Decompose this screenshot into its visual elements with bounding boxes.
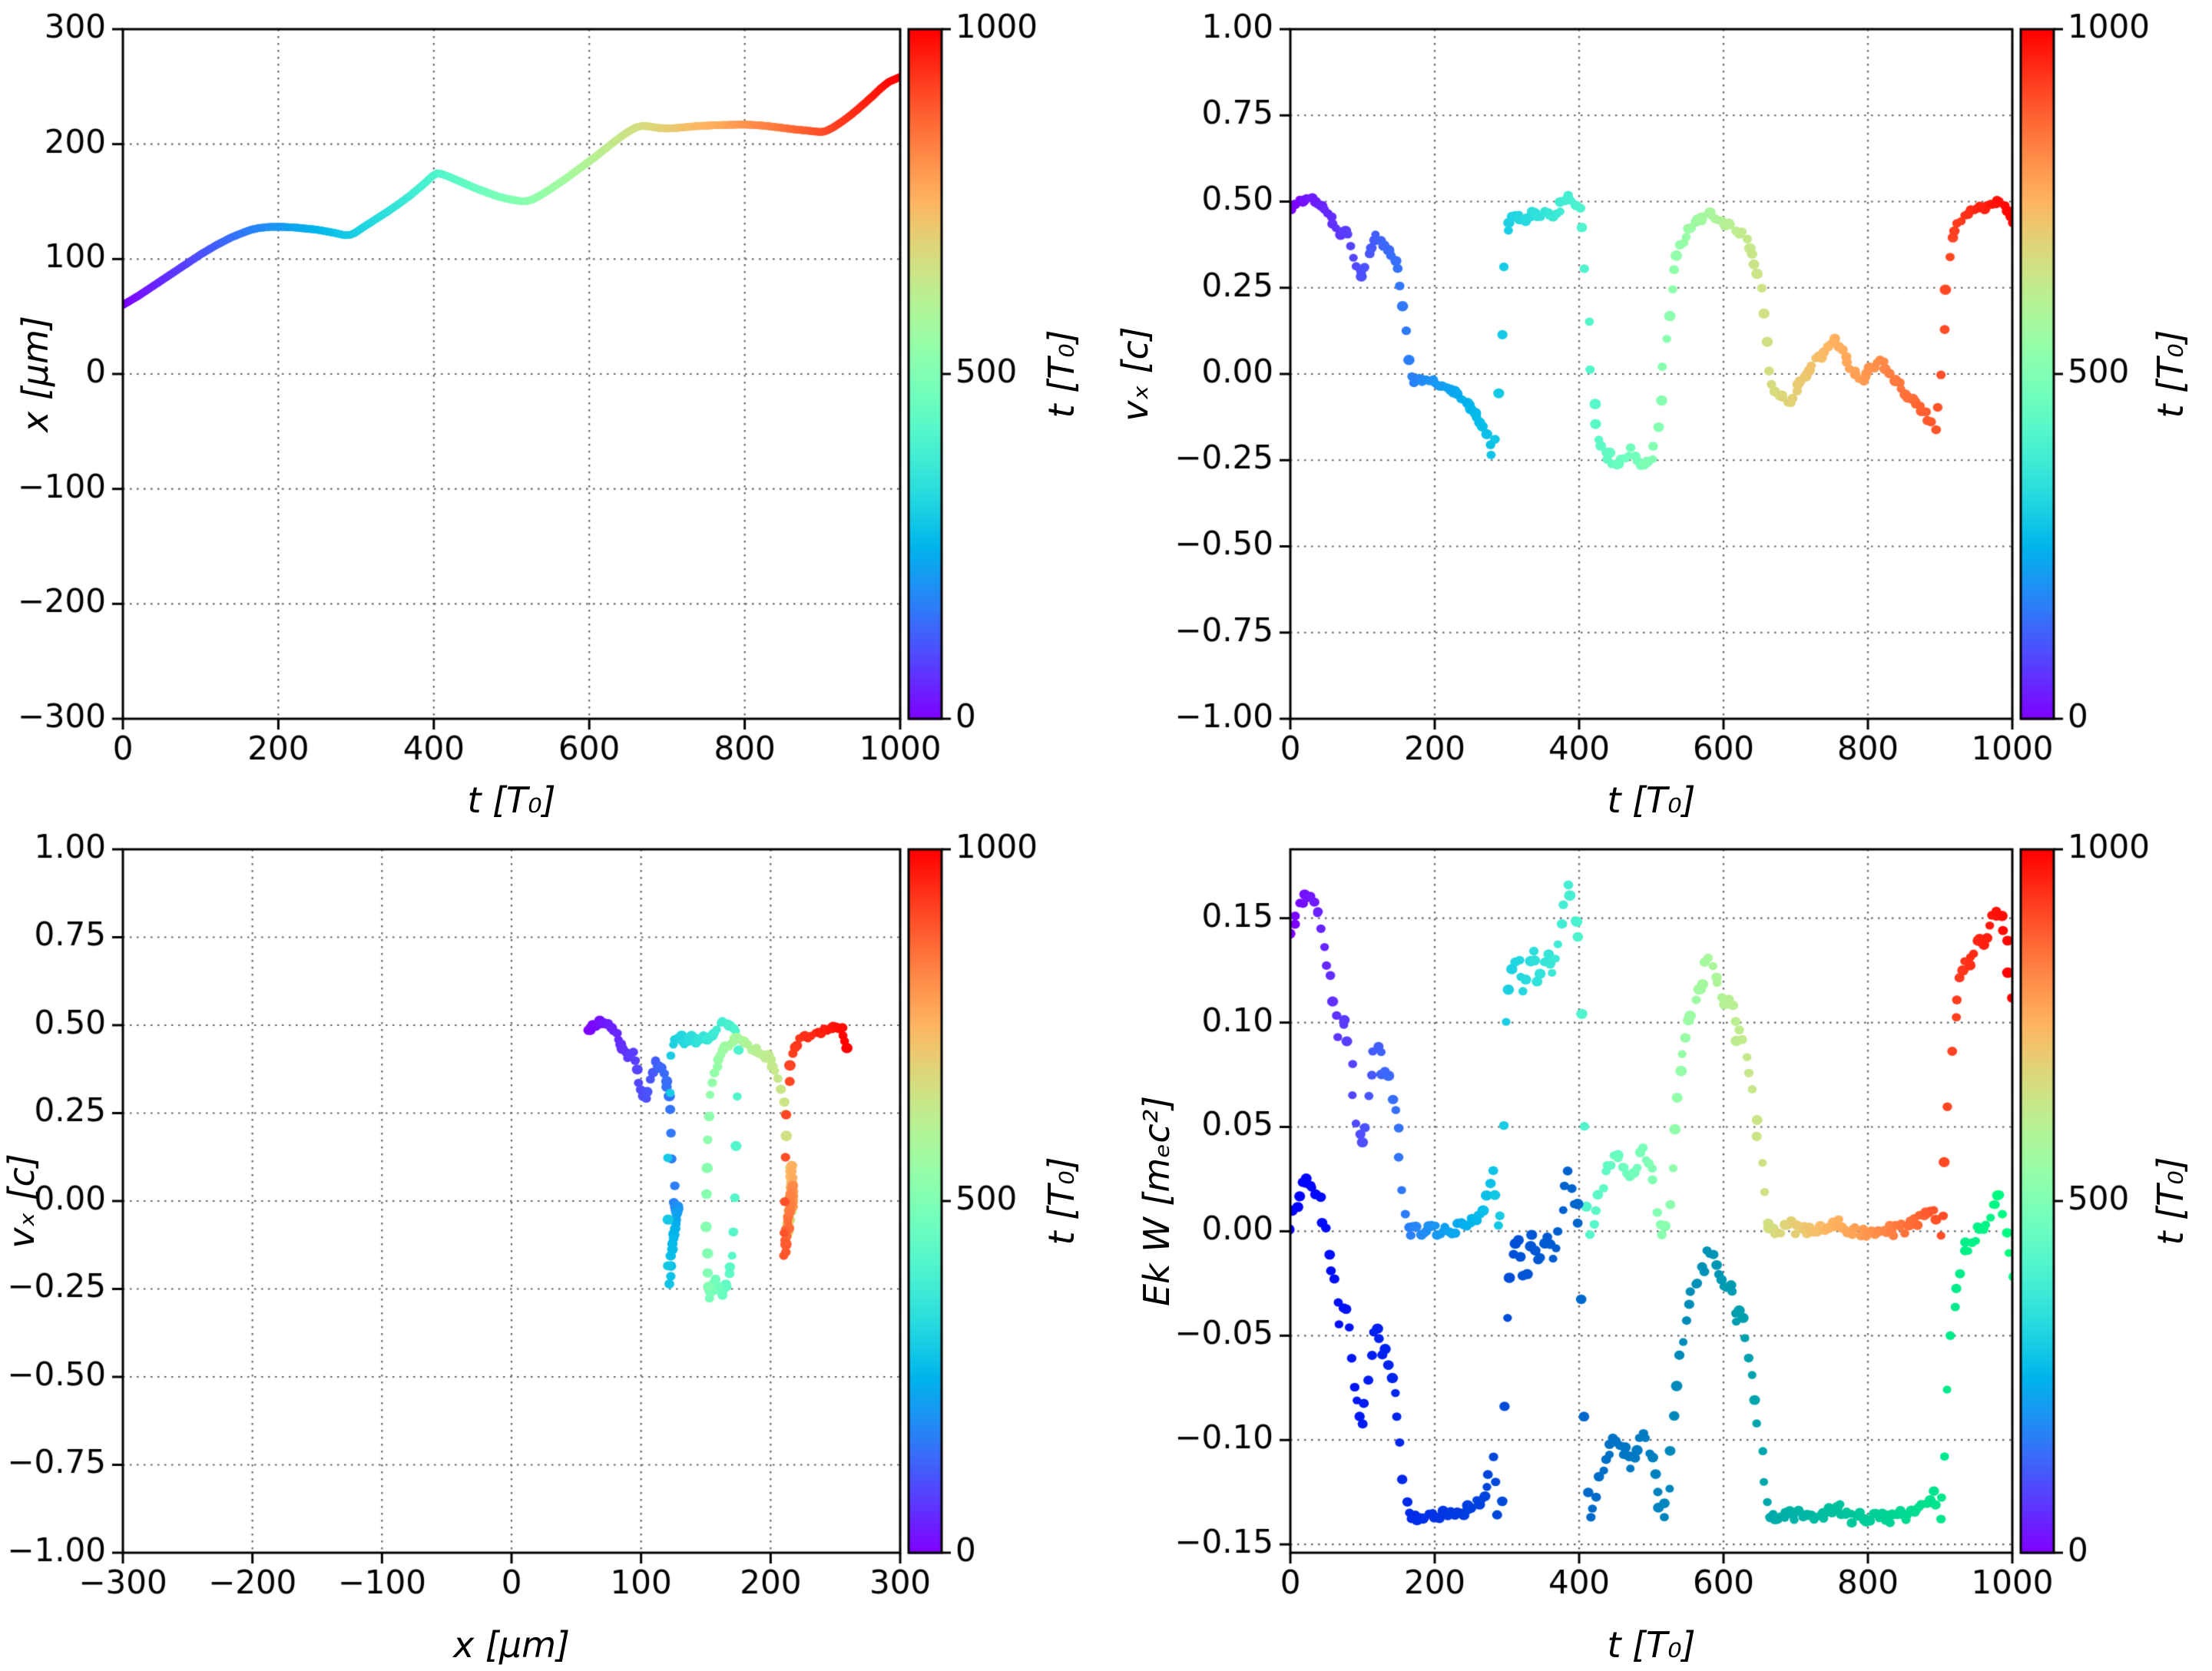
ylabel-x-vs-t: x [μm] — [15, 316, 56, 432]
colorbar-label-bottom-left: t [T₀] — [1041, 1156, 1082, 1246]
xlabel-ek-w-vs-t: t [T₀] — [1607, 1624, 1696, 1666]
colorbar-label-top-right: t [T₀] — [2150, 329, 2191, 419]
colorbar-label-bottom-right: t [T₀] — [2150, 1156, 2191, 1246]
ylabel-vx-vs-t: vₓ [c] — [1114, 326, 1156, 422]
colorbar-label-top-left: t [T₀] — [1041, 329, 1082, 419]
ylabel-vx-vs-x: vₓ [c] — [1, 1153, 42, 1249]
xlabel-vx-vs-t: t [T₀] — [1607, 779, 1696, 821]
xlabel-x-vs-t: t [T₀] — [467, 779, 556, 821]
xlabel-vx-vs-x: x [μm] — [453, 1624, 570, 1666]
ylabel-ek-w-vs-t: Ek W [mₑc²] — [1136, 1095, 1177, 1307]
